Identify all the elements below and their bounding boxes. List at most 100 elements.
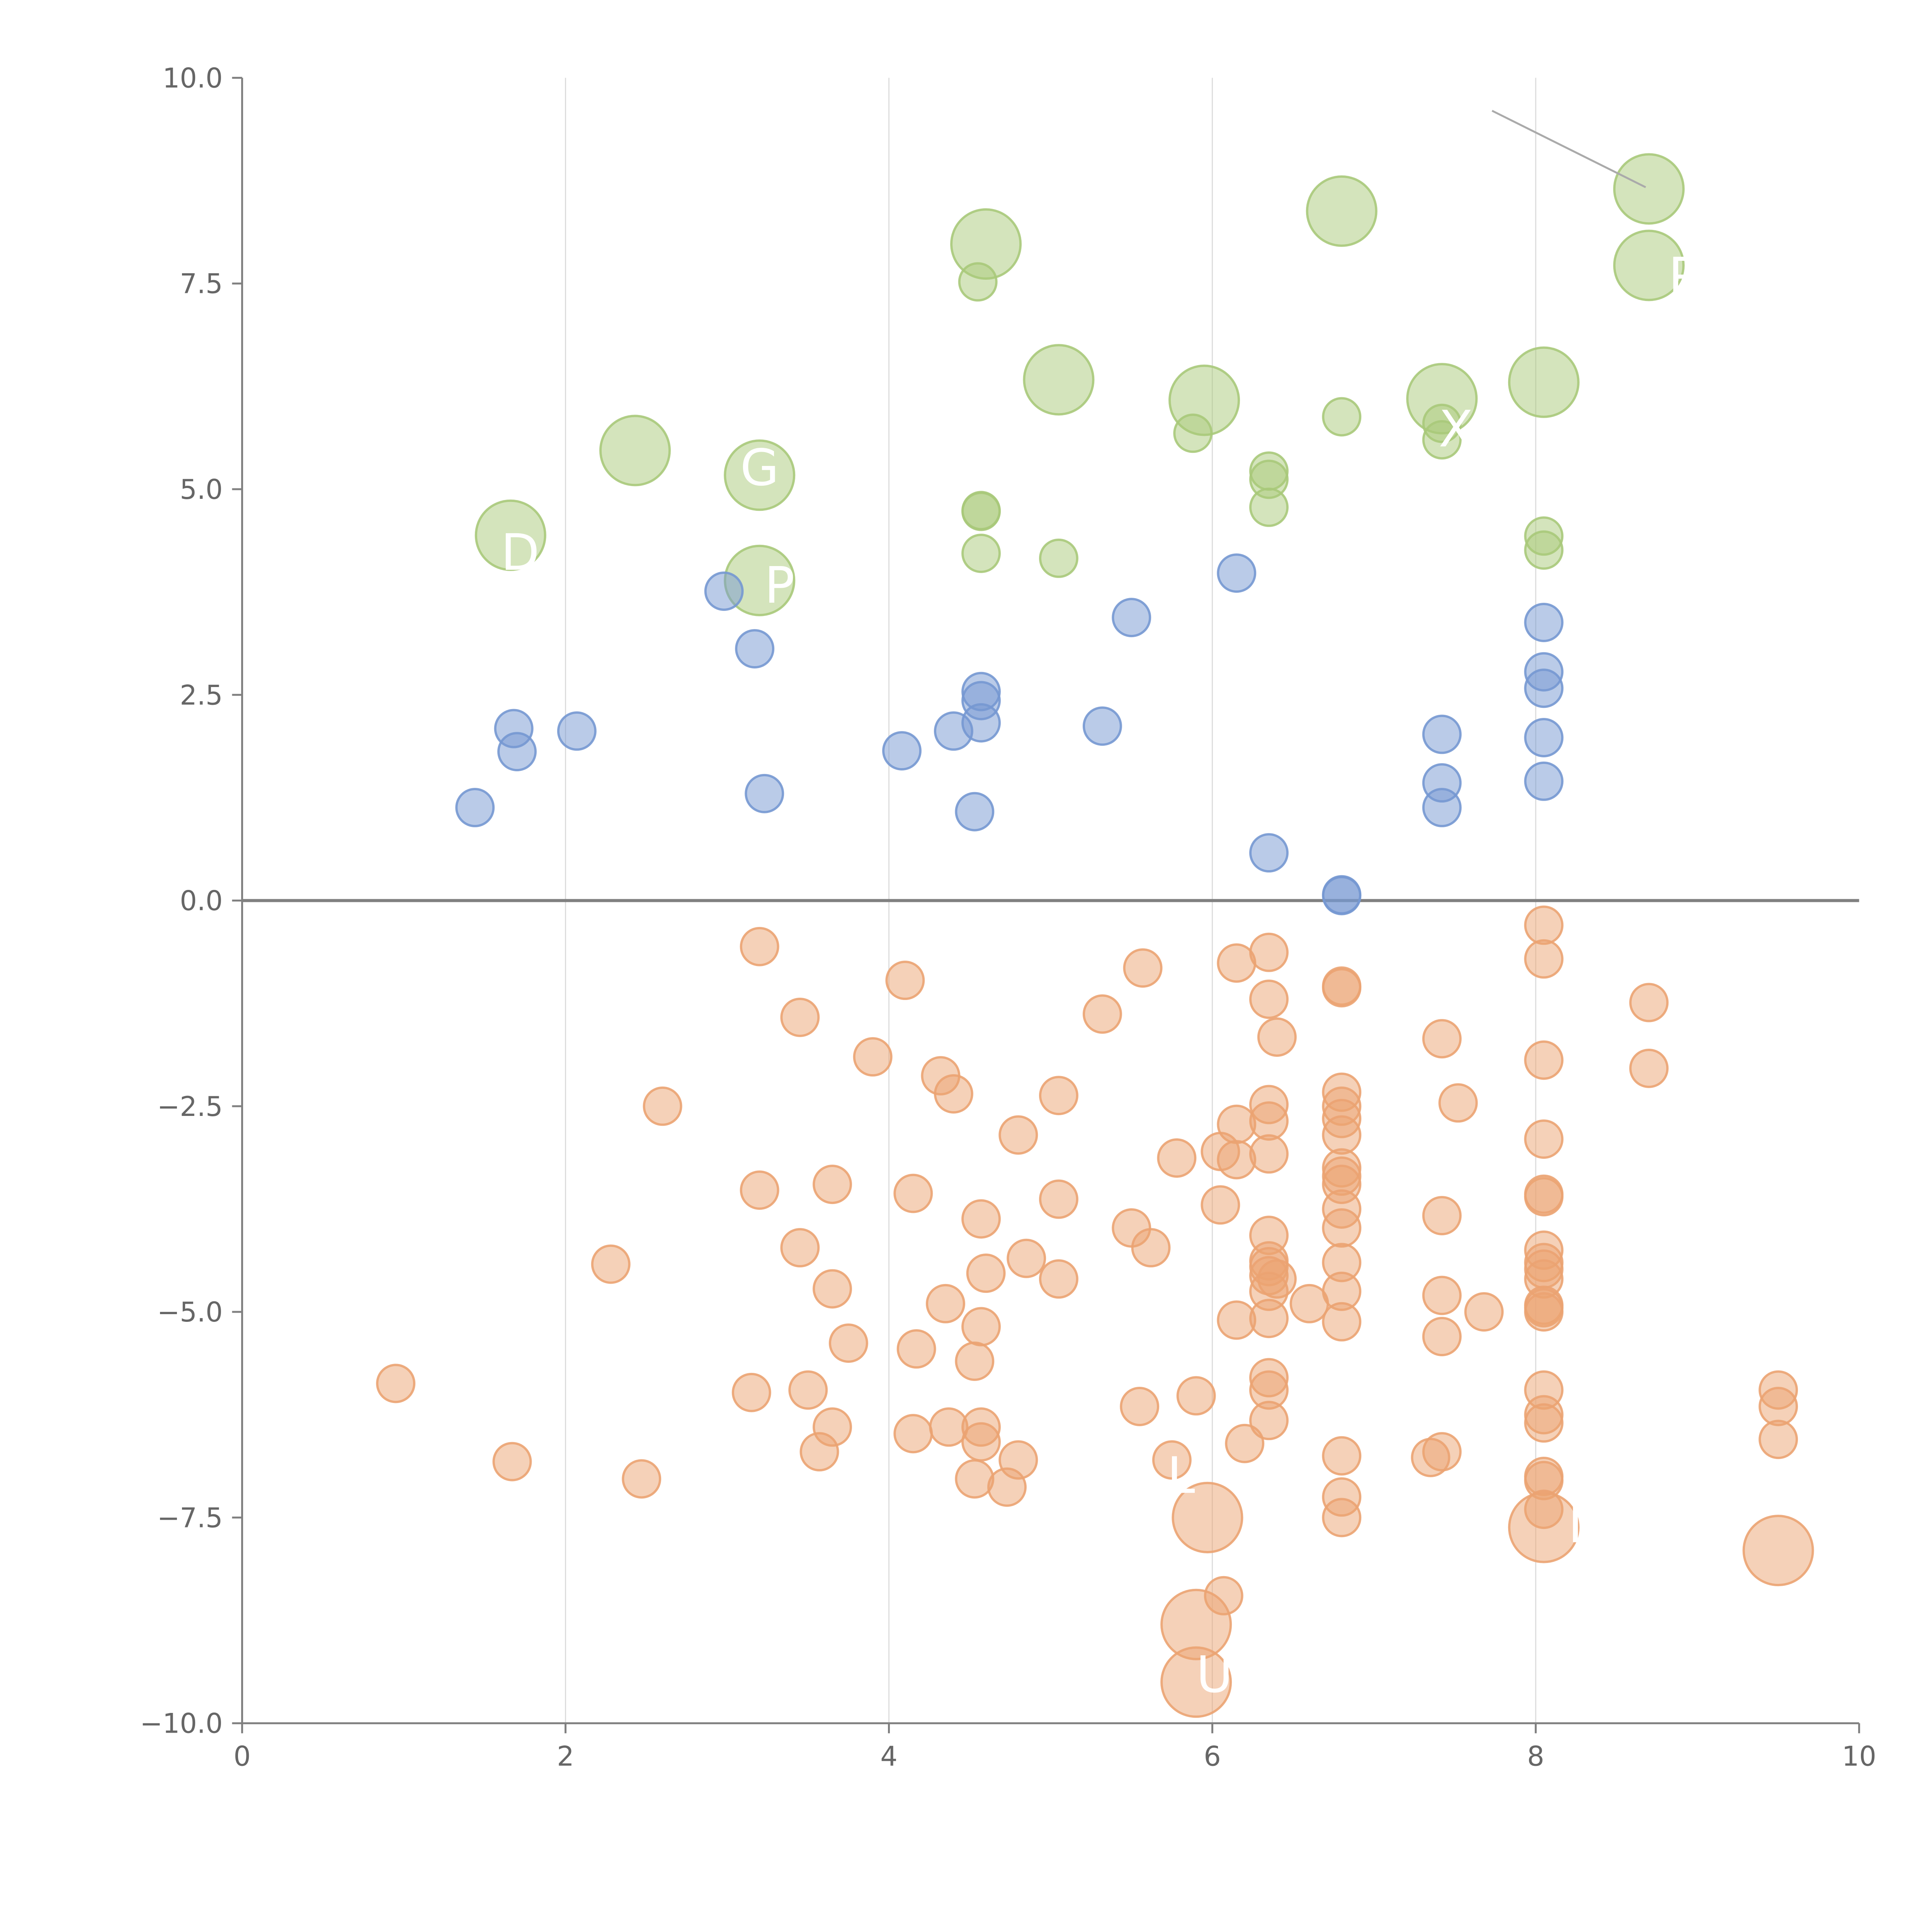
point-orange-79 — [1322, 1302, 1362, 1342]
point-orange-12 — [1082, 994, 1122, 1034]
point-orange-81 — [1422, 1317, 1462, 1356]
point-orange-45 — [1201, 1185, 1240, 1225]
point-orange-29 — [998, 1115, 1038, 1155]
point-label: DIC — [1568, 1495, 1656, 1554]
point-orange-49 — [1322, 1208, 1362, 1248]
point-orange-101 — [893, 1414, 933, 1454]
point-blue-4 — [735, 629, 775, 668]
point-orange-72 — [926, 1284, 965, 1323]
point-orange-4 — [1217, 943, 1257, 983]
point-green-small-4 — [1422, 420, 1462, 460]
point-orange-56 — [1007, 1238, 1046, 1278]
point-orange-16 — [1524, 1040, 1564, 1080]
point-orange-53 — [1131, 1228, 1171, 1268]
point-orange-large-1 — [1508, 1492, 1580, 1563]
point-orange-115 — [622, 1459, 662, 1499]
point-orange-97 — [1249, 1401, 1289, 1440]
x-tick-label: 0 — [233, 1741, 251, 1772]
point-orange-11 — [780, 997, 820, 1037]
point-orange-91 — [788, 1370, 828, 1410]
point-blue-10 — [1082, 706, 1122, 746]
x-tick-label: 8 — [1527, 1741, 1544, 1772]
point-orange-14 — [1257, 1017, 1297, 1057]
point-orange-103 — [1225, 1423, 1265, 1463]
point-blue-8 — [1524, 668, 1564, 708]
point-orange-107 — [1411, 1438, 1451, 1477]
point-orange-93 — [1120, 1387, 1160, 1426]
point-orange-15 — [853, 1037, 893, 1077]
point-orange-30 — [1322, 1115, 1362, 1155]
point-green-large-8 — [599, 415, 671, 486]
point-blue-26 — [1322, 876, 1362, 915]
point-orange-85 — [376, 1364, 416, 1403]
point-green-small-11 — [1039, 538, 1078, 578]
point-label: UN — [1196, 1645, 1270, 1704]
point-orange-65 — [1039, 1259, 1078, 1299]
point-green-large-4 — [1023, 344, 1095, 416]
point-orange-70 — [1422, 1276, 1462, 1315]
point-green-large-1 — [1306, 175, 1378, 247]
point-green-small-8 — [961, 492, 1001, 531]
point-orange-52 — [780, 1228, 820, 1268]
point-orange-26 — [1438, 1083, 1478, 1123]
point-green-large-9 — [724, 439, 796, 511]
point-orange-8 — [1322, 968, 1362, 1008]
point-label: P — [764, 556, 794, 615]
point-orange-44 — [1039, 1179, 1078, 1219]
point-orange-20 — [1039, 1076, 1078, 1116]
point-orange-3 — [1524, 939, 1564, 979]
axes-layer: 0 2 4 6 8 10 10.0 7.5 5.0 2.5 0.0 −2.5 −5.0 −7.5 −10.0 — [140, 62, 1876, 1772]
point-orange-108 — [1322, 1436, 1362, 1476]
point-blue-24 — [1249, 833, 1289, 873]
points-layer — [376, 153, 1814, 1718]
point-green-large-3 — [1613, 230, 1685, 301]
point-blue-0 — [1217, 553, 1257, 593]
point-blue-1 — [704, 571, 744, 611]
point-green-large-10 — [474, 499, 546, 571]
x-tick-label: 10 — [1842, 1741, 1876, 1772]
point-green-large-2 — [1613, 153, 1685, 225]
point-green-small-9 — [1249, 487, 1289, 527]
point-orange-94 — [1759, 1387, 1798, 1426]
point-orange-75 — [1524, 1292, 1564, 1332]
point-orange-5 — [1123, 948, 1163, 988]
point-green-small-10 — [961, 534, 1001, 573]
point-orange-83 — [896, 1329, 936, 1369]
x-tick-label: 2 — [557, 1741, 574, 1772]
point-orange-82 — [828, 1323, 868, 1363]
y-tick-label: −7.5 — [157, 1502, 223, 1534]
point-label: P — [1668, 247, 1699, 305]
point-orange-76 — [1464, 1292, 1504, 1332]
point-orange-47 — [1422, 1196, 1462, 1235]
point-orange-6 — [885, 961, 925, 1000]
point-orange-92 — [1176, 1376, 1216, 1416]
y-tick-label: −2.5 — [157, 1091, 223, 1122]
point-orange-43 — [1524, 1174, 1564, 1214]
point-blue-17 — [882, 731, 922, 771]
x-tick-label: 6 — [1204, 1741, 1221, 1772]
point-blue-3 — [1524, 602, 1564, 642]
point-blue-15 — [1524, 718, 1564, 757]
y-tick-label: 2.5 — [180, 679, 223, 711]
y-tick-label: −5.0 — [157, 1296, 223, 1328]
point-orange-84 — [955, 1341, 995, 1381]
point-orange-102 — [961, 1422, 1001, 1462]
point-orange-105 — [799, 1432, 839, 1472]
point-orange-119 — [1322, 1498, 1362, 1537]
point-orange-64 — [966, 1253, 1006, 1293]
point-orange-9 — [1249, 980, 1289, 1019]
y-tick-label: 7.5 — [180, 268, 223, 300]
point-orange-large-0 — [1172, 1481, 1243, 1553]
point-orange-114 — [955, 1459, 995, 1499]
y-tick-label: 10.0 — [163, 62, 223, 94]
point-label: D — [501, 523, 539, 582]
point-orange-large-4 — [1160, 1646, 1232, 1718]
point-label: L — [1167, 1446, 1195, 1505]
point-blue-23 — [1422, 788, 1462, 827]
point-blue-2 — [1112, 598, 1151, 638]
point-orange-78 — [1249, 1299, 1289, 1338]
point-orange-61 — [591, 1244, 631, 1284]
